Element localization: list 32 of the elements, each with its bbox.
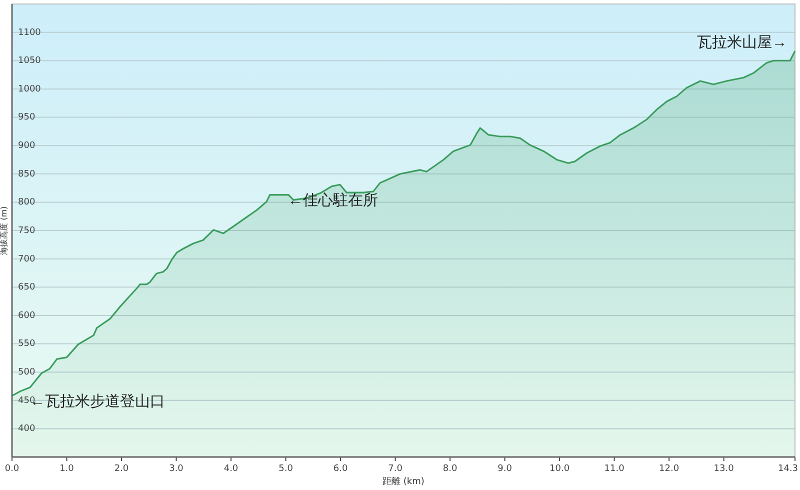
y-tick-label: 900 [18,141,36,152]
y-tick-label: 550 [18,339,36,350]
x-tick-label: 0.0 [4,464,20,474]
y-tick-label: 800 [18,198,36,208]
x-tick-label: 1.0 [60,464,74,474]
x-tick-label: 7.0 [388,464,403,474]
x-tick-label: 2.0 [114,464,129,474]
y-axis-title: 海拔高度 (m) [0,206,9,255]
y-tick-label: 400 [18,424,36,434]
annotation: 瓦拉米山屋→ [697,34,787,51]
y-tick-label: 650 [18,282,36,293]
x-tick-label: 6.0 [333,464,348,474]
x-axis-title: 距離 (km) [382,476,424,487]
y-tick-label: 1100 [18,28,42,38]
y-tick-label: 700 [18,254,36,264]
x-tick-label: 12.0 [659,464,680,474]
x-tick-label: 5.0 [278,464,294,474]
y-tick-label: 1050 [18,56,42,66]
x-tick-label: 11.0 [604,464,625,474]
x-tick-label: 10.0 [550,464,570,474]
y-tick-label: 500 [18,368,36,378]
y-tick-label: 850 [18,169,36,180]
x-tick-label: 13.0 [714,464,734,474]
x-tick-label: 8.0 [442,464,458,474]
x-tick-label: 3.0 [169,464,184,474]
x-tick-label: 9.0 [498,464,512,474]
x-tick-label: 14.3 [778,464,798,474]
y-tick-label: 750 [18,226,36,236]
y-tick-label: 600 [18,310,36,321]
y-tick-label: 950 [18,112,36,123]
y-tick-label: 1000 [18,84,42,94]
x-tick-label: 4.0 [224,464,238,474]
